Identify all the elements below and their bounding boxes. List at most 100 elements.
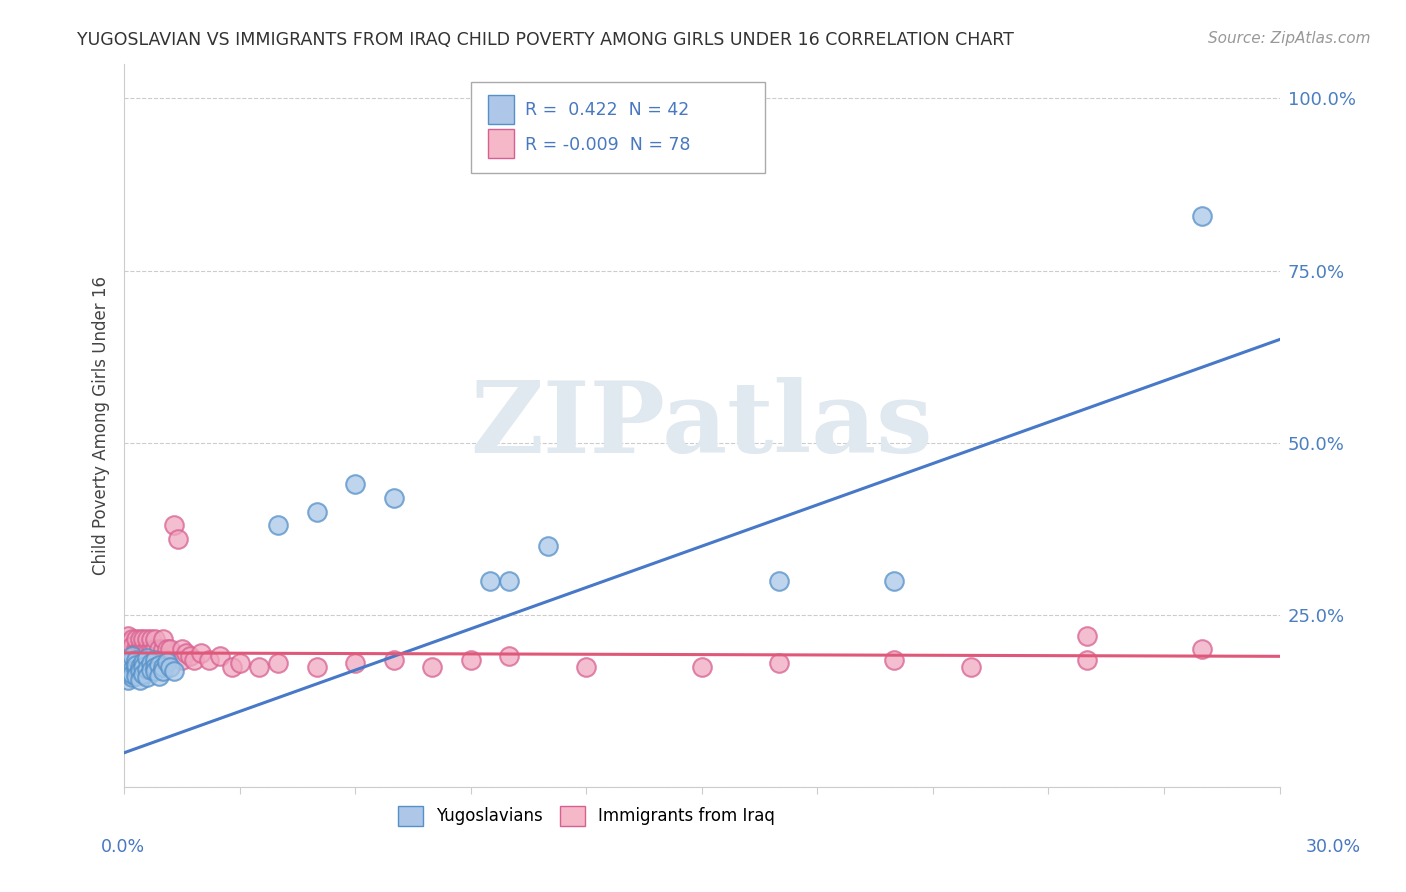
Point — [121, 653, 143, 667]
Point — [132, 632, 155, 646]
Point — [141, 657, 163, 671]
Point — [382, 491, 405, 505]
Point — [117, 659, 139, 673]
Point — [143, 642, 166, 657]
Point — [128, 653, 150, 667]
Point — [190, 646, 212, 660]
Point — [125, 642, 148, 657]
Y-axis label: Child Poverty Among Girls Under 16: Child Poverty Among Girls Under 16 — [93, 277, 110, 575]
Point — [141, 663, 163, 677]
Point — [305, 505, 328, 519]
Point — [121, 666, 143, 681]
Point — [136, 646, 159, 660]
Point — [148, 653, 170, 667]
Point — [170, 653, 193, 667]
Point — [198, 653, 221, 667]
Point — [128, 659, 150, 673]
Point — [163, 518, 186, 533]
FancyBboxPatch shape — [488, 129, 513, 158]
Text: Source: ZipAtlas.com: Source: ZipAtlas.com — [1208, 31, 1371, 46]
Point — [128, 673, 150, 688]
Point — [247, 659, 270, 673]
Point — [132, 659, 155, 673]
Point — [121, 659, 143, 673]
Point — [267, 657, 290, 671]
Point — [148, 642, 170, 657]
Point — [117, 657, 139, 671]
Text: ZIPatlas: ZIPatlas — [471, 377, 934, 475]
Text: R = -0.009  N = 78: R = -0.009 N = 78 — [524, 136, 690, 154]
Point — [136, 642, 159, 657]
Text: 30.0%: 30.0% — [1306, 838, 1361, 855]
Point — [152, 665, 174, 679]
Point — [179, 649, 201, 664]
Point — [117, 653, 139, 667]
Point — [125, 646, 148, 660]
Point — [883, 653, 905, 667]
Point — [136, 670, 159, 684]
Point — [136, 632, 159, 646]
Point — [121, 639, 143, 653]
Point — [117, 642, 139, 657]
Point — [159, 642, 181, 657]
Point — [121, 646, 143, 660]
Text: R =  0.422  N = 42: R = 0.422 N = 42 — [524, 101, 689, 119]
Point — [132, 666, 155, 681]
Point — [155, 655, 177, 669]
Point — [1076, 629, 1098, 643]
Point — [128, 632, 150, 646]
Point — [460, 653, 482, 667]
Point — [479, 574, 502, 588]
Point — [121, 670, 143, 684]
Point — [152, 659, 174, 673]
Text: 0.0%: 0.0% — [101, 838, 145, 855]
Point — [537, 539, 560, 553]
Point — [117, 666, 139, 681]
Point — [121, 632, 143, 646]
Point — [148, 657, 170, 672]
Point — [420, 659, 443, 673]
Point — [141, 642, 163, 657]
Point — [128, 659, 150, 673]
Point — [498, 574, 520, 588]
Point — [143, 659, 166, 673]
Point — [125, 653, 148, 667]
Point — [143, 653, 166, 667]
Point — [498, 649, 520, 664]
Point — [136, 653, 159, 667]
Point — [143, 632, 166, 646]
Point — [170, 642, 193, 657]
Point — [960, 659, 983, 673]
Text: YUGOSLAVIAN VS IMMIGRANTS FROM IRAQ CHILD POVERTY AMONG GIRLS UNDER 16 CORRELATI: YUGOSLAVIAN VS IMMIGRANTS FROM IRAQ CHIL… — [77, 31, 1014, 49]
Point — [132, 655, 155, 669]
Point — [125, 662, 148, 676]
Point — [382, 653, 405, 667]
Point — [117, 673, 139, 688]
Point — [183, 653, 205, 667]
Point — [1191, 209, 1213, 223]
Point — [883, 574, 905, 588]
Point — [143, 653, 166, 667]
FancyBboxPatch shape — [471, 82, 765, 172]
Point — [132, 642, 155, 657]
Legend: Yugoslavians, Immigrants from Iraq: Yugoslavians, Immigrants from Iraq — [398, 805, 775, 826]
Point — [141, 632, 163, 646]
Point — [128, 642, 150, 657]
Point — [155, 653, 177, 667]
Point — [155, 642, 177, 657]
Point — [690, 659, 713, 673]
Point — [117, 629, 139, 643]
Point — [117, 657, 139, 671]
Point — [768, 657, 790, 671]
Point — [768, 574, 790, 588]
Point — [117, 659, 139, 673]
Point — [575, 659, 598, 673]
Point — [174, 646, 197, 660]
Point — [125, 659, 148, 673]
Point — [143, 665, 166, 679]
Point — [152, 653, 174, 667]
Point — [125, 653, 148, 667]
Point — [344, 657, 367, 671]
Point — [132, 646, 155, 660]
Point — [1076, 653, 1098, 667]
